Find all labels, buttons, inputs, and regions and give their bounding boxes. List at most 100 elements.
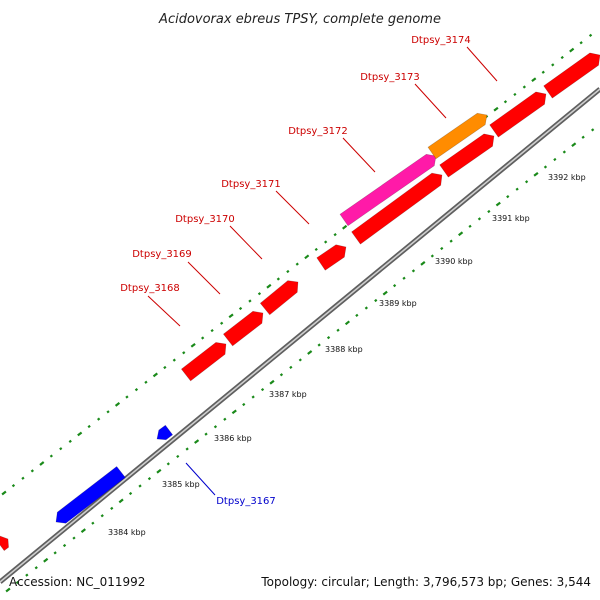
map-title: Acidovorax ebreus TPSY, complete genome — [158, 12, 441, 27]
outer-tick-dot — [560, 55, 564, 60]
inner-tick-dot — [279, 373, 284, 377]
leader-line — [342, 137, 376, 173]
outer-tick-dot — [342, 224, 348, 230]
outer-tick-dot — [190, 343, 196, 348]
genome-backbone — [0, 87, 600, 584]
outer-tick-dot — [248, 299, 252, 303]
outer-tick-dot — [333, 233, 337, 237]
inner-tick-dot — [110, 506, 114, 510]
outer-tick-dot — [228, 313, 234, 319]
outer-tick-dot — [152, 372, 158, 378]
outer-tick-dot — [551, 63, 555, 67]
outer-tick-dot — [493, 106, 499, 112]
gene-dtpsy-3167-pre — [55, 466, 126, 524]
outer-tick-dot — [1, 490, 7, 496]
gene-label: Dtpsy_3174 — [411, 35, 471, 46]
gene-pink-highlight — [339, 153, 437, 227]
kbp-tick-label: 3390 kbp — [435, 257, 473, 266]
inner-tick-dot — [138, 484, 142, 488]
inner-tick-dot — [355, 313, 359, 317]
inner-tick-dot — [506, 195, 510, 199]
outer-tick-dot — [114, 402, 121, 407]
outer-tick-dot — [522, 85, 526, 89]
outer-tick-dot — [201, 336, 205, 340]
outer-tick-dot — [77, 431, 83, 437]
inner-tick-dot — [176, 454, 180, 458]
inner-tick-dot — [62, 543, 67, 548]
inner-tick-dot — [269, 379, 275, 385]
inner-tick-dot — [344, 320, 350, 326]
leader-line — [414, 83, 447, 119]
inner-tick-dot — [147, 477, 152, 481]
outer-tick-dot — [59, 447, 63, 451]
outer-tick-dot — [257, 292, 262, 296]
inner-tick-dot — [5, 587, 11, 593]
outer-tick-dot — [87, 424, 91, 429]
tick-dot-rows — [1, 33, 595, 593]
outer-tick-dot — [21, 476, 25, 480]
inner-tick-dot — [72, 536, 76, 540]
outer-tick-dot — [97, 417, 101, 421]
inner-tick-dot — [487, 209, 491, 214]
gene-dtpsy-3168 — [180, 342, 227, 382]
outer-tick-dot — [163, 365, 167, 370]
inner-tick-dot — [260, 388, 265, 392]
inner-tick-dot — [15, 580, 20, 585]
outer-tick-dot — [324, 240, 328, 244]
kbp-ticks: 3384 kbp 3385 kbp 3386 kbp 3387 kbp 3388 kbp… — [108, 173, 586, 537]
kbp-tick-label: 3388 kbp — [325, 345, 363, 354]
outer-tick-dot — [144, 380, 148, 384]
inner-tick-dot — [458, 231, 464, 237]
kbp-tick-label: 3391 kbp — [492, 214, 530, 223]
inner-tick-dot — [128, 491, 133, 496]
inner-tick-dot — [100, 514, 104, 518]
inner-tick-dot — [440, 246, 444, 251]
inner-tick-dot — [524, 180, 529, 184]
kbp-tick-label: 3392 kbp — [548, 173, 586, 182]
inner-tick-dot — [317, 343, 321, 347]
inner-tick-dot — [34, 566, 38, 570]
genome-summary-text: Topology: circular; Length: 3,796,573 bp… — [260, 575, 591, 589]
inner-tick-dot — [326, 336, 331, 340]
inner-tick-dot — [43, 557, 49, 563]
accession-text: Accession: NC_011992 — [9, 575, 145, 589]
outer-tick-dot — [125, 395, 129, 399]
leader-line — [466, 46, 498, 82]
inner-tick-dot — [382, 290, 388, 296]
inner-tick-dot — [477, 217, 482, 221]
outer-tick-dot — [49, 454, 53, 458]
inner-tick-dot — [364, 306, 368, 310]
outer-tick-dot — [266, 283, 272, 289]
inner-tick-dot — [553, 157, 557, 162]
inner-tick-dot — [156, 468, 162, 474]
inner-tick-dot — [231, 409, 237, 415]
gene-label: Dtpsy_3170 — [175, 214, 235, 225]
inner-tick-dot — [581, 135, 585, 139]
outer-tick-dot — [106, 410, 110, 414]
outer-tick-dot — [134, 388, 139, 392]
gene-dtpsy-3169 — [222, 310, 264, 347]
kbp-tick-label: 3384 kbp — [108, 528, 146, 537]
gene-label: Dtpsy_3168 — [120, 283, 180, 294]
outer-tick-dot — [579, 41, 583, 45]
inner-tick-dot — [392, 284, 397, 288]
outer-tick-dot — [30, 469, 34, 473]
outer-tick-dot — [276, 277, 280, 281]
inner-tick-dot — [591, 128, 595, 132]
gene-dtpsy-3175 — [543, 52, 600, 99]
leader-line — [187, 261, 221, 295]
inner-tick-dot — [468, 224, 472, 228]
outer-tick-dot — [11, 484, 16, 488]
outer-tick-dot — [531, 77, 537, 82]
inner-tick-dot — [411, 269, 416, 273]
inner-tick-dot — [495, 201, 501, 207]
outer-tick-dot — [182, 351, 186, 355]
inner-tick-dot — [242, 402, 246, 407]
inner-tick-dot — [223, 417, 227, 421]
inner-tick-dot — [298, 358, 302, 362]
outer-tick-dot — [238, 306, 243, 311]
gene-label: Dtpsy_3172 — [288, 126, 348, 137]
outer-tick-dot — [304, 254, 310, 260]
gene-dtpsy-3170 — [259, 280, 299, 316]
gene-orange-highlight — [427, 112, 488, 160]
